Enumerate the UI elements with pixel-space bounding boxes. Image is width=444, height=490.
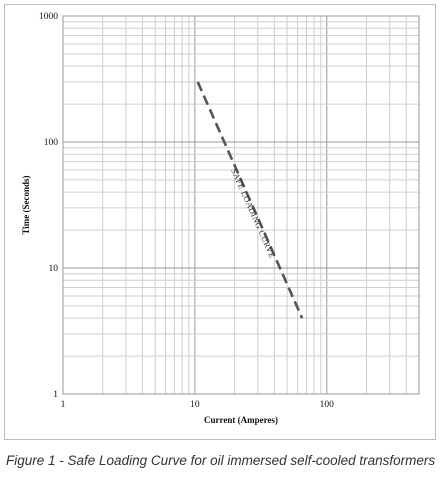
chart-plot: 1 10 100 1 10 100 1000 SAFE LOADING CURVE Curr… [21, 12, 420, 425]
plot-border [62, 15, 420, 395]
x-tick-label: 10 [190, 400, 200, 410]
y-tick-label: 10 [49, 264, 59, 274]
y-axis-label: Time (Seconds) [21, 175, 31, 234]
chart-grid [63, 16, 419, 394]
annotation-safe-loading-curve: SAFE LOADING CURVE [229, 167, 277, 260]
x-tick-label: 1 [61, 400, 66, 410]
figure-caption: Figure 1 - Safe Loading Curve for oil im… [6, 453, 436, 468]
safe-loading-curve-line [196, 81, 304, 319]
y-tick-label: 1000 [39, 12, 58, 22]
x-tick-label: 100 [320, 400, 335, 410]
y-tick-label: 1 [53, 390, 58, 400]
y-tick-label: 100 [44, 138, 59, 148]
chart-frame [4, 4, 436, 440]
x-axis-label: Current (Amperes) [204, 415, 278, 425]
